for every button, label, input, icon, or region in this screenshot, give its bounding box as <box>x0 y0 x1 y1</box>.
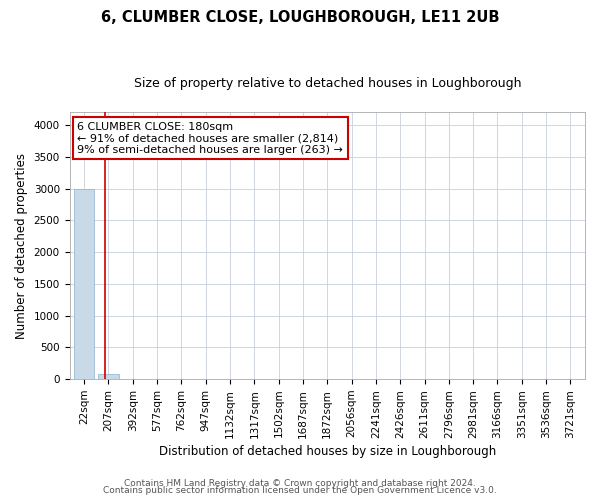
Bar <box>74 189 94 379</box>
Text: Contains HM Land Registry data © Crown copyright and database right 2024.: Contains HM Land Registry data © Crown c… <box>124 478 476 488</box>
Title: Size of property relative to detached houses in Loughborough: Size of property relative to detached ho… <box>134 78 521 90</box>
Bar <box>98 374 119 379</box>
X-axis label: Distribution of detached houses by size in Loughborough: Distribution of detached houses by size … <box>158 444 496 458</box>
Text: 6 CLUMBER CLOSE: 180sqm
← 91% of detached houses are smaller (2,814)
9% of semi-: 6 CLUMBER CLOSE: 180sqm ← 91% of detache… <box>77 122 343 155</box>
Text: 6, CLUMBER CLOSE, LOUGHBOROUGH, LE11 2UB: 6, CLUMBER CLOSE, LOUGHBOROUGH, LE11 2UB <box>101 10 499 25</box>
Y-axis label: Number of detached properties: Number of detached properties <box>15 153 28 339</box>
Text: Contains public sector information licensed under the Open Government Licence v3: Contains public sector information licen… <box>103 486 497 495</box>
